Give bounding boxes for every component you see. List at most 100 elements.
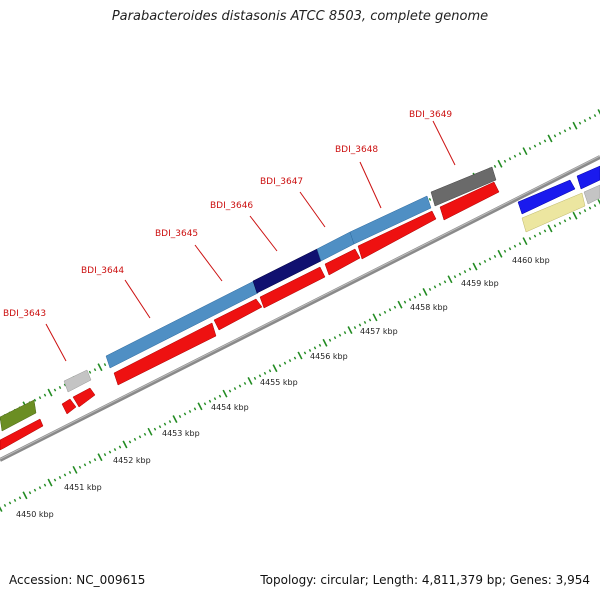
scale-tick	[222, 389, 228, 398]
scale-tick	[563, 219, 567, 223]
scale-tick	[297, 351, 303, 360]
kbp-label: 4456 kbp	[310, 352, 348, 361]
scale-tick	[422, 288, 428, 296]
gene-feature-lightgray[interactable]	[63, 369, 92, 393]
scale-tick	[278, 364, 282, 368]
scale-tick	[493, 164, 497, 168]
scale-tick	[228, 389, 232, 393]
kbp-label: 4455 kbp	[260, 378, 298, 387]
scale-tick	[47, 388, 53, 397]
scale-tick	[553, 224, 557, 228]
gene-feature-red[interactable]	[324, 248, 361, 276]
accession-text: Accession: NC_009615	[9, 573, 146, 587]
inner-tick-ring	[0, 199, 600, 512]
scale-tick	[133, 437, 137, 441]
scale-tick	[33, 398, 37, 402]
scale-tick	[18, 496, 22, 500]
kbp-label: 4450 kbp	[16, 510, 54, 519]
scale-tick	[158, 425, 162, 429]
scale-tick	[197, 402, 203, 411]
gene-feature-red[interactable]	[113, 322, 217, 386]
gene-feature-red[interactable]	[72, 387, 96, 408]
scale-tick	[28, 491, 32, 495]
scale-tick	[543, 139, 547, 143]
gene-feature-blue[interactable]	[517, 179, 576, 215]
scale-tick	[443, 280, 447, 284]
gene-feature-red[interactable]	[259, 266, 326, 309]
scale-tick	[347, 326, 353, 335]
gene-feature-red[interactable]	[61, 398, 77, 415]
scale-tick	[597, 109, 600, 115]
gene-label[interactable]: BDI_3649	[409, 110, 452, 120]
gene-feature-olive[interactable]	[0, 399, 37, 432]
gene-label-leaders	[45, 120, 456, 362]
gene-label[interactable]: BDI_3647	[260, 177, 303, 187]
kbp-labels: 4450 kbp 4451 kbp 4452 kbp 4453 kbp 4454…	[16, 256, 550, 519]
scale-tick	[122, 440, 128, 449]
scale-tick	[22, 491, 28, 500]
scale-tick	[93, 458, 97, 462]
scale-tick	[263, 371, 267, 375]
scale-tick	[103, 453, 107, 457]
gene-feature-bdi-3644[interactable]	[105, 280, 259, 369]
gene-feature-bdi-3648[interactable]	[349, 195, 432, 245]
scale-tick	[247, 376, 253, 385]
gene-feature-red[interactable]	[357, 210, 437, 260]
gene-feature-red[interactable]	[439, 181, 500, 221]
gene-feature-red[interactable]	[213, 298, 263, 331]
scale-tick	[43, 483, 47, 487]
scale-tick	[108, 450, 112, 454]
gene-label[interactable]: BDI_3645	[155, 229, 198, 239]
scale-tick	[363, 320, 367, 324]
scale-tick	[513, 154, 517, 158]
scale-tick	[8, 501, 12, 505]
scale-tick	[218, 394, 222, 398]
scale-tick	[403, 300, 407, 304]
gene-feature-lightgray[interactable]	[583, 184, 600, 205]
kbp-label: 4454 kbp	[211, 403, 249, 412]
gene-features	[0, 165, 600, 451]
gene-label[interactable]: BDI_3643	[3, 309, 46, 319]
scale-tick	[153, 427, 157, 431]
scale-tick	[0, 506, 3, 512]
gene-label[interactable]: BDI_3646	[210, 201, 253, 211]
scale-tick	[3, 503, 7, 507]
scale-tick	[58, 476, 62, 479]
gene-label[interactable]: BDI_3648	[335, 145, 378, 155]
gene-feature-bdi-3649[interactable]	[430, 166, 497, 207]
scale-tick	[138, 435, 142, 439]
scale-tick	[438, 282, 442, 286]
scale-tick	[533, 144, 537, 148]
scale-tick	[597, 199, 600, 205]
scale-tick	[568, 126, 572, 130]
scale-tick	[563, 129, 567, 133]
scale-tick	[528, 147, 532, 151]
kbp-label: 4459 kbp	[461, 279, 499, 288]
scale-tick	[488, 257, 492, 261]
scale-tick	[118, 445, 122, 449]
scale-tick	[433, 285, 437, 289]
scale-tick	[378, 313, 382, 317]
scale-tick	[303, 351, 307, 355]
scale-tick	[68, 470, 72, 474]
scale-tick	[553, 134, 557, 138]
kbp-label: 4451 kbp	[64, 483, 102, 492]
scale-tick	[558, 131, 562, 135]
gene-feature-red[interactable]	[0, 418, 44, 451]
scale-tick	[97, 453, 103, 462]
gene-feature-khaki[interactable]	[521, 192, 586, 233]
scale-tick	[508, 247, 512, 251]
scale-tick	[238, 384, 242, 388]
scale-tick	[508, 157, 512, 161]
scale-tick	[447, 275, 453, 284]
scale-tick	[518, 152, 522, 156]
scale-tick	[428, 287, 432, 291]
scale-tick	[88, 370, 92, 374]
scale-tick	[168, 420, 172, 424]
scale-tick	[572, 211, 578, 220]
scale-tick	[353, 326, 357, 330]
gene-label[interactable]: BDI_3644	[81, 266, 124, 276]
gene-feature-blue[interactable]	[576, 165, 600, 190]
scale-tick	[188, 409, 192, 413]
scale-tick	[572, 121, 578, 130]
